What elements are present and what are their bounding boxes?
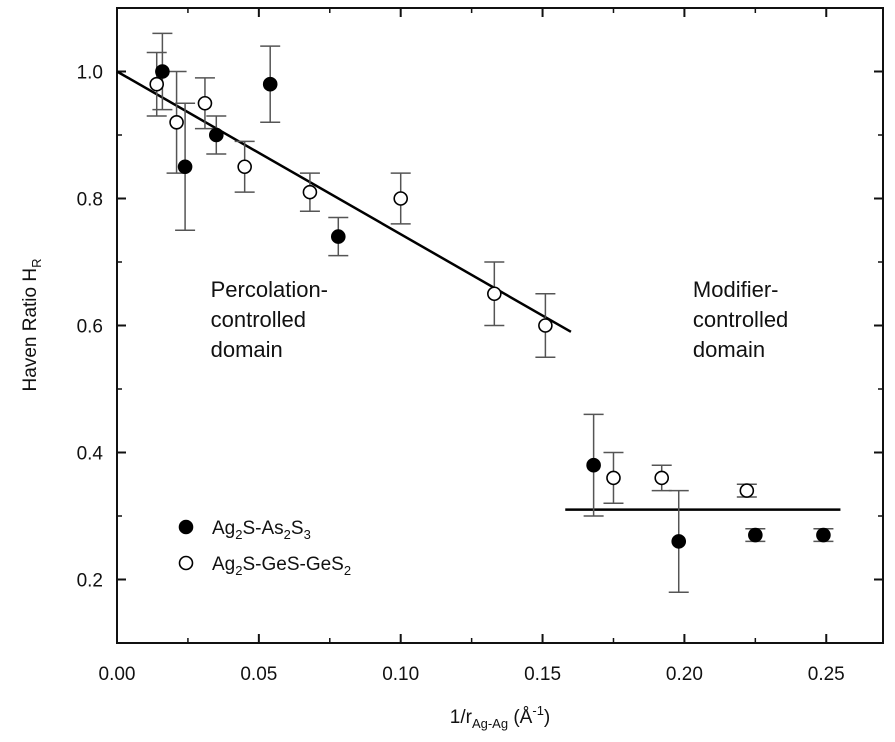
domain-annotations: Percolation-controlled domainModifier-con… bbox=[211, 277, 789, 362]
data-point-ag2s-as2s3 bbox=[330, 229, 346, 244]
data-point-ag2s-ges-ges2 bbox=[197, 95, 213, 111]
x-tick-label: 0.10 bbox=[382, 664, 419, 685]
data-point-ag2s-as2s3 bbox=[208, 127, 224, 143]
legend-label-part: 2 bbox=[284, 527, 291, 542]
legend-marker bbox=[178, 555, 194, 571]
y-tick-label: 0.8 bbox=[77, 190, 103, 211]
data-point-ag2s-ges-ges2 bbox=[654, 470, 670, 486]
data-point-ag2s-ges-ges2 bbox=[606, 470, 621, 486]
legend-label-part: 2 bbox=[344, 563, 351, 578]
y-axis-title-sub: R bbox=[29, 259, 44, 268]
x-tick-label: 0.15 bbox=[524, 664, 561, 685]
domain-label: Modifier-controlled domain bbox=[693, 277, 788, 362]
x-tick-label: 0.00 bbox=[99, 664, 136, 685]
legend-label-part: S-As bbox=[242, 518, 283, 539]
legend-label-part: Ag bbox=[212, 554, 235, 575]
x-tick-label: 0.05 bbox=[240, 664, 277, 685]
data-point-ag2s-as2s3 bbox=[262, 76, 278, 92]
legend-label: Ag2S-GeS-GeS2 bbox=[212, 554, 351, 578]
legend-label-part: S bbox=[291, 518, 304, 539]
legend-label: Ag2S-As2S3 bbox=[212, 518, 311, 542]
y-tick-label: 1.0 bbox=[77, 63, 103, 84]
data-point-ag2s-ges-ges2 bbox=[237, 159, 252, 175]
data-point-ag2s-as2s3 bbox=[748, 527, 763, 543]
data-point-ag2s-ges-ges2 bbox=[739, 483, 755, 498]
data-point-ag2s-as2s3 bbox=[155, 64, 170, 79]
data-point-ag2s-ges-ges2 bbox=[149, 76, 165, 92]
data-point-ag2s-as2s3 bbox=[177, 159, 193, 175]
axis-ticks: 0.00 0.05 0.10 0.15 0.20 0.25 0.2 0.4 0.6 0.8 1.0 bbox=[77, 8, 883, 685]
domain-label-line: Modifier- bbox=[693, 277, 779, 302]
data-point-ag2s-ges-ges2 bbox=[169, 115, 184, 130]
y-axis-title: Haven Ratio HR bbox=[20, 259, 44, 392]
x-axis-title: 1/rAg-Ag (Å-1) bbox=[450, 703, 551, 731]
x-tick-label: 0.20 bbox=[666, 664, 703, 685]
x-axis-title-unit-close: ) bbox=[544, 707, 550, 728]
data-point-ag2s-as2s3 bbox=[586, 457, 601, 473]
data-point-ag2s-ges-ges2 bbox=[538, 318, 553, 333]
data-point-ag2s-ges-ges2 bbox=[302, 184, 318, 200]
legend-label-part: 3 bbox=[304, 527, 311, 542]
legend-marker bbox=[178, 519, 194, 535]
domain-label-line: domain bbox=[211, 337, 283, 362]
y-tick-label: 0.2 bbox=[77, 571, 103, 592]
x-axis-title-unit: (Å bbox=[508, 707, 533, 728]
data-point-ag2s-as2s3 bbox=[671, 534, 687, 549]
x-axis-title-sub: Ag-Ag bbox=[472, 716, 508, 731]
y-axis-title-main: Haven Ratio H bbox=[20, 268, 41, 392]
x-tick-label: 0.25 bbox=[808, 664, 845, 685]
data-points bbox=[149, 64, 831, 549]
legend-label-part: 2 bbox=[235, 563, 242, 578]
legend-label-part: 2 bbox=[235, 527, 242, 542]
domain-label: Percolation-controlled domain bbox=[211, 277, 328, 362]
x-axis-title-unit-sup: -1 bbox=[532, 703, 544, 718]
data-point-ag2s-ges-ges2 bbox=[393, 191, 409, 206]
domain-label-line: domain bbox=[693, 337, 765, 362]
domain-label-line: controlled bbox=[211, 307, 306, 332]
data-point-ag2s-ges-ges2 bbox=[487, 286, 502, 302]
legend-label-part: S-GeS-GeS bbox=[242, 554, 343, 575]
y-tick-label: 0.4 bbox=[77, 444, 104, 465]
y-tick-label: 0.6 bbox=[77, 317, 103, 338]
domain-label-line: controlled bbox=[693, 307, 788, 332]
x-axis-title-main: 1/r bbox=[450, 707, 473, 728]
domain-label-line: Percolation- bbox=[211, 277, 328, 302]
legend-label-part: Ag bbox=[212, 518, 235, 539]
data-point-ag2s-as2s3 bbox=[816, 527, 831, 543]
